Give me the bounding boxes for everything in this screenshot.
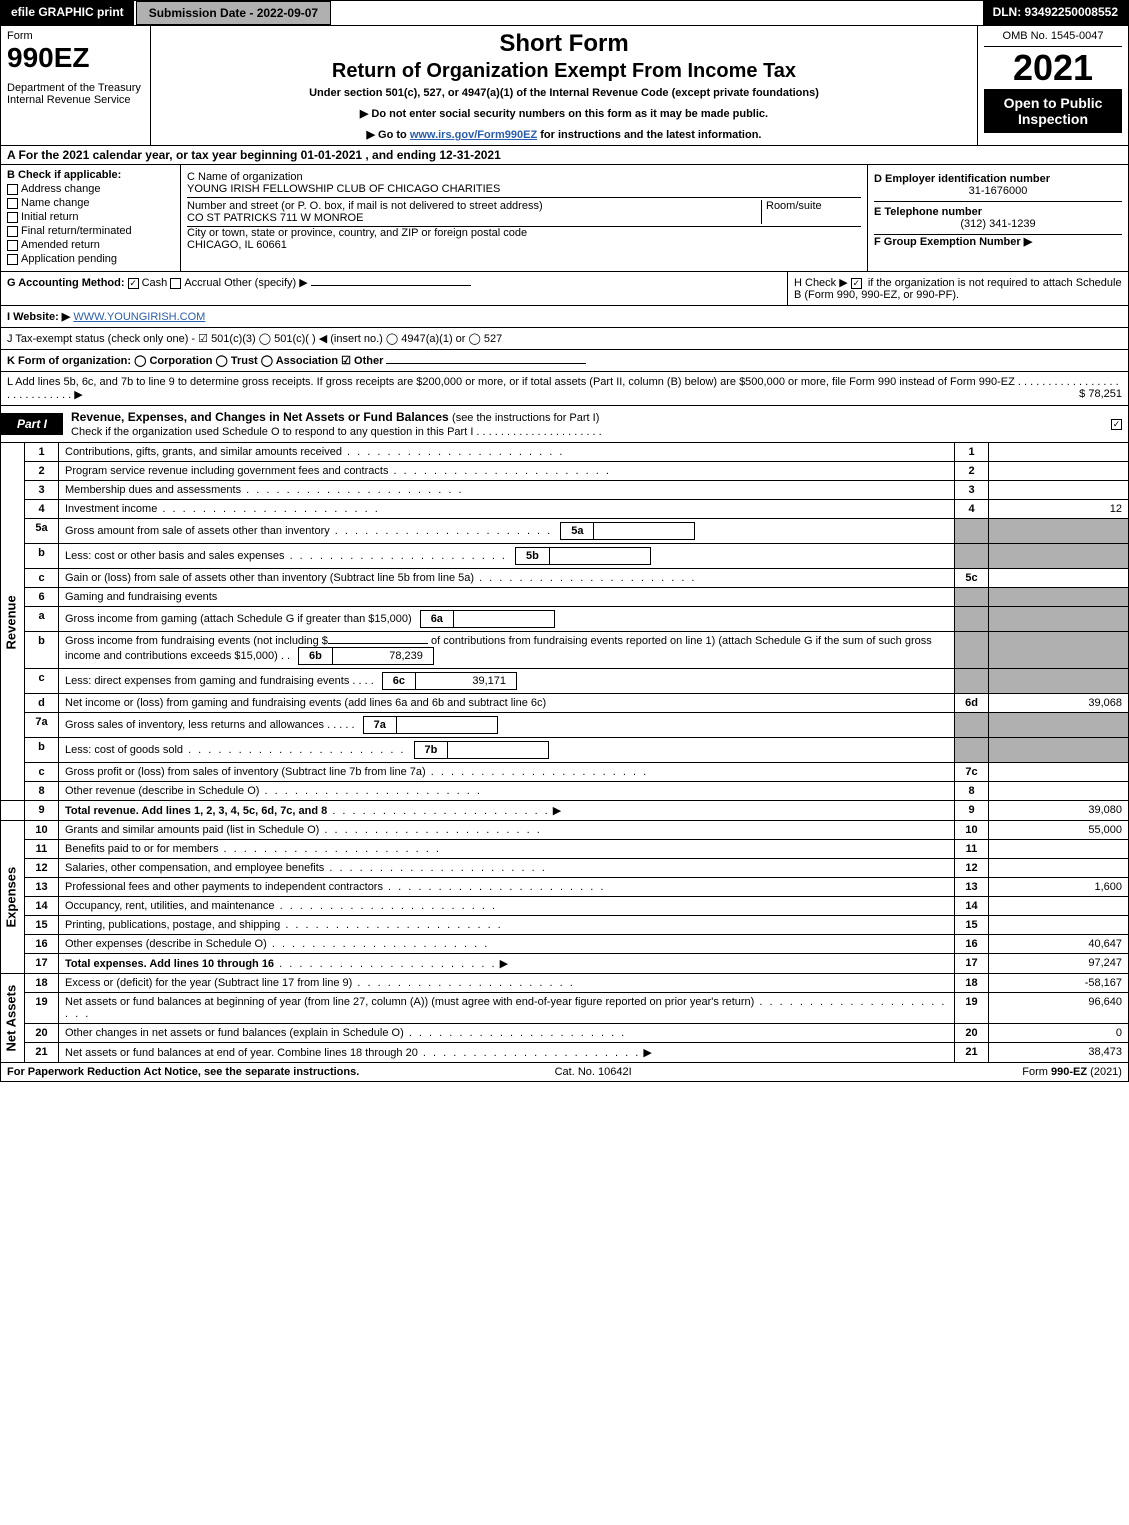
- chk-schedule-b[interactable]: [851, 278, 862, 289]
- form-ref: Form 990-EZ (2021): [1022, 1066, 1122, 1078]
- chk-final-return[interactable]: Final return/terminated: [7, 225, 174, 237]
- row-g: G Accounting Method: Cash Accrual Other …: [1, 272, 788, 305]
- col-c-org: C Name of organization YOUNG IRISH FELLO…: [181, 165, 868, 271]
- part1-title: Revenue, Expenses, and Changes in Net As…: [63, 406, 1111, 442]
- paperwork-notice: For Paperwork Reduction Act Notice, see …: [7, 1066, 359, 1078]
- line16-value: 40,647: [989, 935, 1129, 954]
- col-d-right: D Employer identification number 31-1676…: [868, 165, 1128, 271]
- org-street: CO ST PATRICKS 711 W MONROE: [187, 212, 761, 224]
- group-exemption-label: F Group Exemption Number ▶: [874, 236, 1032, 248]
- chk-accrual[interactable]: [170, 278, 181, 289]
- row-l: L Add lines 5b, 6c, and 7b to line 9 to …: [0, 372, 1129, 406]
- line18-value: -58,167: [989, 974, 1129, 993]
- cat-no: Cat. No. 10642I: [555, 1066, 632, 1078]
- title-block: Short Form Return of Organization Exempt…: [151, 26, 978, 145]
- tel-label: E Telephone number: [874, 206, 1122, 218]
- department-label: Department of the Treasury Internal Reve…: [7, 82, 144, 106]
- netassets-section-label: Net Assets: [1, 974, 25, 1063]
- line21-value: 38,473: [989, 1043, 1129, 1063]
- chk-amended-return[interactable]: Amended return: [7, 239, 174, 251]
- omb-number: OMB No. 1545-0047: [984, 30, 1122, 47]
- row-i: I Website: ▶ WWW.YOUNGIRISH.COM: [0, 306, 1129, 328]
- line19-value: 96,640: [989, 993, 1129, 1024]
- row-g-h: G Accounting Method: Cash Accrual Other …: [0, 272, 1129, 306]
- form-header: Form 990EZ Department of the Treasury In…: [0, 26, 1129, 146]
- netassets-table: Net Assets 18Excess or (deficit) for the…: [0, 974, 1129, 1063]
- return-title: Return of Organization Exempt From Incom…: [157, 60, 971, 83]
- revenue-section-label: Revenue: [1, 443, 25, 801]
- chk-cash[interactable]: [128, 278, 139, 289]
- room-suite-label: Room/suite: [761, 200, 861, 224]
- ssn-notice: ▶ Do not enter social security numbers o…: [157, 107, 971, 120]
- chk-initial-return[interactable]: Initial return: [7, 211, 174, 223]
- line6c-value: 39,171: [416, 673, 516, 689]
- chk-name-change[interactable]: Name change: [7, 197, 174, 209]
- line20-value: 0: [989, 1024, 1129, 1043]
- part1-tab: Part I: [1, 413, 63, 435]
- short-form-title: Short Form: [157, 30, 971, 58]
- col-b-check: B Check if applicable: Address change Na…: [1, 165, 181, 271]
- line17-value: 97,247: [989, 954, 1129, 974]
- line9-value: 39,080: [989, 801, 1129, 821]
- footer: For Paperwork Reduction Act Notice, see …: [0, 1063, 1129, 1082]
- expenses-table: Expenses 10Grants and similar amounts pa…: [0, 821, 1129, 974]
- org-name: YOUNG IRISH FELLOWSHIP CLUB OF CHICAGO C…: [187, 183, 861, 195]
- chk-schedule-o[interactable]: [1111, 419, 1122, 430]
- goto-pre: ▶ Go to: [367, 129, 410, 141]
- form-label: Form: [7, 30, 144, 42]
- chk-application-pending[interactable]: Application pending: [7, 253, 174, 265]
- tax-year: 2021: [984, 47, 1122, 89]
- efile-print-button[interactable]: efile GRAPHIC print: [1, 1, 136, 25]
- right-column: OMB No. 1545-0047 2021 Open to Public In…: [978, 26, 1128, 145]
- expenses-section-label: Expenses: [1, 821, 25, 974]
- section-a: A For the 2021 calendar year, or tax yea…: [0, 146, 1129, 165]
- row-h: H Check ▶ if the organization is not req…: [788, 272, 1128, 305]
- org-city: CHICAGO, IL 60661: [187, 239, 861, 251]
- goto-post: for instructions and the latest informat…: [537, 129, 761, 141]
- revenue-table: Revenue 1 Contributions, gifts, grants, …: [0, 443, 1129, 821]
- line13-value: 1,600: [989, 878, 1129, 897]
- col-b-header: B Check if applicable:: [7, 169, 174, 181]
- goto-notice: ▶ Go to www.irs.gov/Form990EZ for instru…: [157, 128, 971, 141]
- ein-label: D Employer identification number: [874, 173, 1122, 185]
- info-grid: B Check if applicable: Address change Na…: [0, 165, 1129, 272]
- gross-receipts: $ 78,251: [1079, 388, 1122, 400]
- form-id-block: Form 990EZ Department of the Treasury In…: [1, 26, 151, 145]
- row-j: J Tax-exempt status (check only one) - ☑…: [0, 328, 1129, 350]
- line6d-value: 39,068: [989, 694, 1129, 713]
- name-label: C Name of organization: [187, 171, 861, 183]
- row-k: K Form of organization: ◯ Corporation ◯ …: [0, 350, 1129, 372]
- top-bar: efile GRAPHIC print Submission Date - 20…: [0, 0, 1129, 26]
- form-number: 990EZ: [7, 42, 144, 74]
- under-section: Under section 501(c), 527, or 4947(a)(1)…: [157, 87, 971, 99]
- irs-link[interactable]: www.irs.gov/Form990EZ: [410, 129, 537, 141]
- open-public-badge: Open to Public Inspection: [984, 89, 1122, 133]
- tel-value: (312) 341-1239: [874, 218, 1122, 230]
- submission-date: Submission Date - 2022-09-07: [136, 1, 331, 25]
- line4-value: 12: [989, 500, 1129, 519]
- line10-value: 55,000: [989, 821, 1129, 840]
- dln-number: DLN: 93492250008552: [983, 1, 1128, 25]
- ein-value: 31-1676000: [874, 185, 1122, 197]
- city-label: City or town, state or province, country…: [187, 227, 861, 239]
- part1-header: Part I Revenue, Expenses, and Changes in…: [0, 406, 1129, 443]
- website-link[interactable]: WWW.YOUNGIRISH.COM: [73, 311, 205, 323]
- line6b-value: 78,239: [333, 648, 433, 664]
- street-label: Number and street (or P. O. box, if mail…: [187, 200, 761, 212]
- chk-address-change[interactable]: Address change: [7, 183, 174, 195]
